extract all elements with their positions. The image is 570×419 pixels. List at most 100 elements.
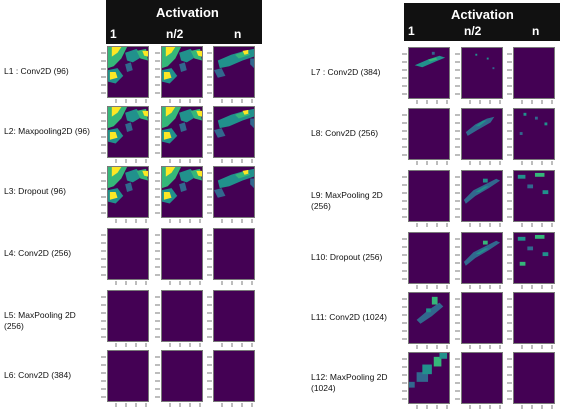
axis-ticks (507, 232, 512, 284)
layer-label: L1 : Conv2D (96) (4, 66, 69, 76)
activation-map (213, 350, 255, 402)
activation-map (408, 47, 450, 99)
activation-map (213, 166, 255, 218)
axis-ticks (213, 343, 255, 347)
activation-map (513, 352, 555, 404)
axis-ticks (461, 345, 503, 349)
activation-map (461, 352, 503, 404)
activation-title-left: Activation (156, 5, 219, 20)
layer-label: L6: Conv2D (384) (4, 370, 72, 380)
activation-map (461, 292, 503, 344)
column-label-half-right: n/2 (464, 24, 482, 38)
axis-ticks (507, 352, 512, 404)
axis-ticks (213, 159, 255, 163)
column-label-1-right: 1 (408, 24, 415, 38)
axis-ticks (161, 403, 203, 407)
layer-label: L3: Dropout (96) (4, 186, 66, 196)
axis-ticks (155, 290, 160, 342)
axis-ticks (155, 46, 160, 98)
axis-ticks (402, 232, 407, 284)
axis-ticks (107, 159, 149, 163)
axis-ticks (455, 352, 460, 404)
activation-title-right: Activation (451, 7, 514, 22)
axis-ticks (213, 99, 255, 103)
axis-ticks (107, 403, 149, 407)
axis-ticks (101, 290, 106, 342)
layer-label: L12: MaxPooling 2D (1024) (311, 372, 388, 393)
activation-map (408, 292, 450, 344)
axis-ticks (161, 99, 203, 103)
axis-ticks (101, 46, 106, 98)
axis-ticks (155, 166, 160, 218)
axis-ticks (161, 159, 203, 163)
axis-ticks (513, 285, 555, 289)
axis-ticks (402, 47, 407, 99)
activation-map (213, 228, 255, 280)
axis-ticks (161, 219, 203, 223)
activation-map (513, 232, 555, 284)
activation-map (107, 46, 149, 98)
axis-ticks (101, 350, 106, 402)
activation-map (161, 166, 203, 218)
axis-ticks (408, 405, 450, 409)
axis-ticks (101, 106, 106, 158)
axis-ticks (402, 170, 407, 222)
axis-ticks (155, 350, 160, 402)
axis-ticks (408, 100, 450, 104)
axis-ticks (101, 228, 106, 280)
axis-ticks (507, 170, 512, 222)
activation-map (408, 352, 450, 404)
axis-ticks (507, 47, 512, 99)
activation-map (161, 106, 203, 158)
axis-ticks (455, 47, 460, 99)
axis-ticks (408, 345, 450, 349)
activation-map (161, 228, 203, 280)
axis-ticks (207, 166, 212, 218)
axis-ticks (461, 223, 503, 227)
axis-ticks (101, 166, 106, 218)
axis-ticks (455, 292, 460, 344)
activation-map (408, 232, 450, 284)
activation-map (107, 228, 149, 280)
activation-map (513, 292, 555, 344)
axis-ticks (455, 108, 460, 160)
axis-ticks (513, 345, 555, 349)
axis-ticks (408, 223, 450, 227)
axis-ticks (161, 281, 203, 285)
axis-ticks (213, 281, 255, 285)
activation-map (408, 108, 450, 160)
axis-ticks (207, 46, 212, 98)
axis-ticks (107, 219, 149, 223)
layer-label: L7 : Conv2D (384) (311, 67, 381, 77)
axis-ticks (461, 161, 503, 165)
axis-ticks (408, 285, 450, 289)
axis-ticks (513, 223, 555, 227)
axis-ticks (213, 219, 255, 223)
activation-map (107, 350, 149, 402)
axis-ticks (455, 232, 460, 284)
axis-ticks (461, 100, 503, 104)
activation-map (513, 47, 555, 99)
layer-label: L8: Conv2D (256) (311, 128, 379, 138)
axis-ticks (513, 100, 555, 104)
layer-label: L10: Dropout (256) (311, 252, 383, 262)
axis-ticks (455, 170, 460, 222)
activation-map (461, 170, 503, 222)
axis-ticks (402, 352, 407, 404)
activation-map (107, 166, 149, 218)
axis-ticks (155, 106, 160, 158)
axis-ticks (107, 281, 149, 285)
axis-ticks (213, 403, 255, 407)
axis-ticks (408, 161, 450, 165)
axis-ticks (461, 405, 503, 409)
axis-ticks (161, 343, 203, 347)
column-label-half-left: n/2 (166, 27, 184, 41)
axis-ticks (107, 343, 149, 347)
column-label-1-left: 1 (110, 27, 117, 41)
activation-map (513, 170, 555, 222)
axis-ticks (461, 285, 503, 289)
layer-label: L5: MaxPooling 2D (256) (4, 310, 76, 331)
axis-ticks (402, 108, 407, 160)
activation-header-left: Activation 1 n/2 n (106, 0, 262, 44)
activation-map (213, 46, 255, 98)
